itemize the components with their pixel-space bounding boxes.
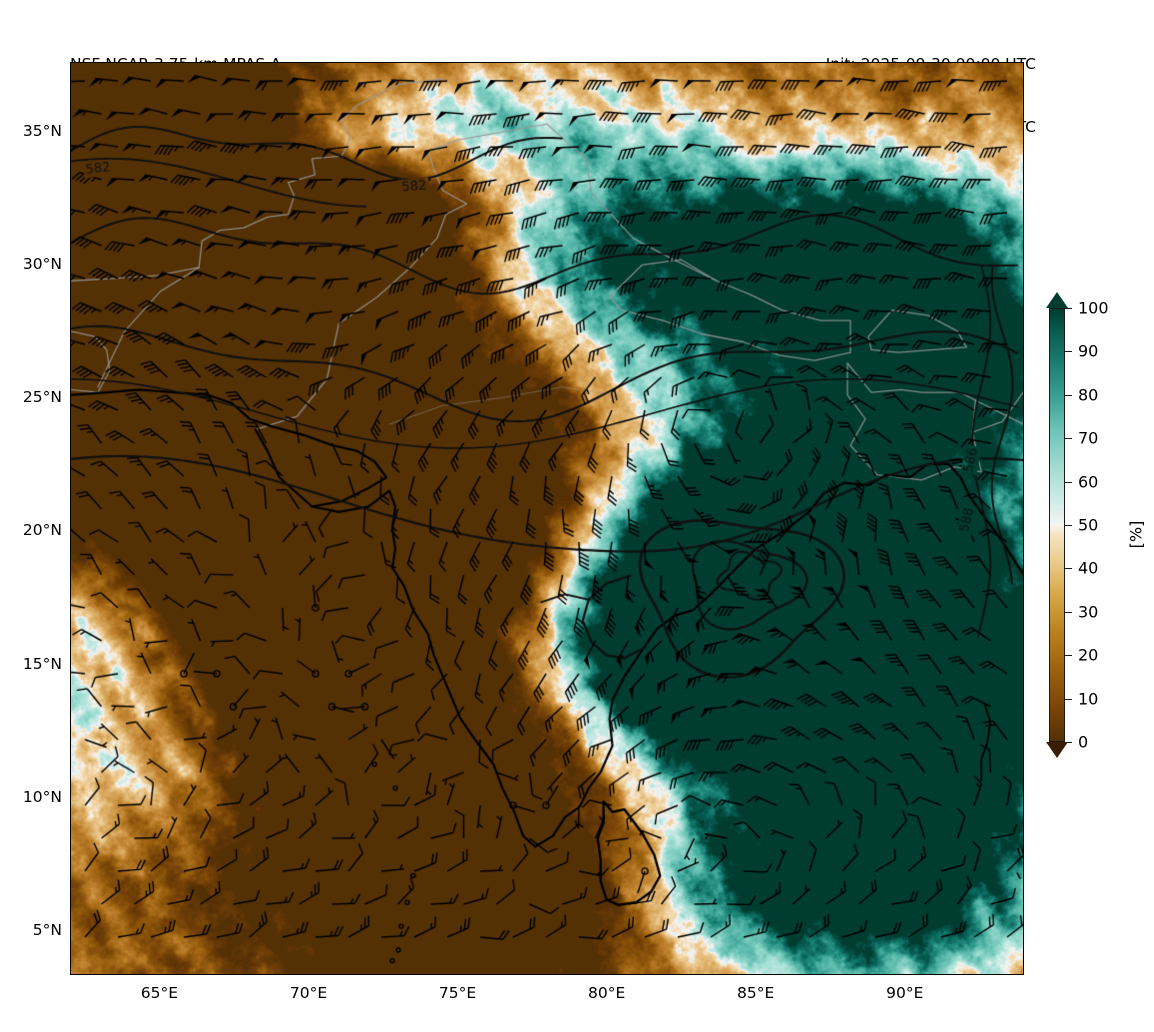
x-tick-label: 70°E [289, 984, 328, 1002]
colorbar-tick-mark [1065, 308, 1072, 309]
y-tick-label: 25°N [22, 388, 62, 407]
colorbar-tick-label: 10 [1078, 689, 1099, 709]
colorbar-extend-min-arrow [1046, 742, 1068, 758]
colorbar-tick-mark [1065, 481, 1072, 483]
y-tick-label: 10°N [22, 787, 62, 806]
colorbar-extend-max-arrow [1046, 292, 1068, 308]
contours-winds-coastlines-overlay [71, 63, 1023, 974]
x-tick-label: 80°E [587, 984, 626, 1002]
colorbar-tick-label: 90 [1078, 341, 1099, 361]
y-tick-label: 15°N [22, 654, 62, 673]
colorbar-unit-label: [%] [1126, 520, 1146, 549]
x-tick-label: 65°E [140, 984, 179, 1002]
colorbar-tick-mark [1065, 525, 1072, 526]
colorbar-tick-label: 50 [1078, 515, 1099, 535]
colorbar-tick-mark [1065, 351, 1072, 353]
x-tick-label: 75°E [438, 984, 477, 1002]
colorbar-tick-mark [1065, 742, 1072, 743]
colorbar[interactable]: 100 90 80 70 60 50 40 30 20 10 0 [1046, 292, 1109, 758]
colorbar-tick-label: 20 [1078, 645, 1099, 665]
colorbar-tick-label: 100 [1078, 298, 1109, 318]
colorbar-tick-label: 70 [1078, 428, 1099, 448]
y-tick-label: 5°N [32, 920, 62, 939]
colorbar-tick-label: 0 [1078, 732, 1089, 752]
colorbar-tick-mark [1065, 438, 1072, 440]
colorbar-tick-label: 30 [1078, 602, 1099, 622]
x-tick-label: 90°E [886, 984, 924, 1002]
colorbar-tick-mark [1065, 394, 1072, 396]
colorbar-tick-mark [1065, 568, 1072, 570]
map-plot-area[interactable] [70, 62, 1024, 975]
y-tick-label: 35°N [22, 122, 62, 141]
colorbar-gradient [1049, 308, 1065, 742]
colorbar-tick-label: 40 [1078, 558, 1099, 578]
colorbar-tick-label: 60 [1078, 472, 1099, 492]
colorbar-tick-mark [1065, 655, 1072, 657]
colorbar-tick-mark [1065, 611, 1072, 613]
x-tick-label: 85°E [737, 984, 775, 1002]
colorbar-tick-mark [1065, 698, 1072, 700]
y-tick-label: 20°N [22, 521, 62, 540]
colorbar-tick-label: 80 [1078, 385, 1099, 405]
y-tick-label: 30°N [22, 255, 62, 274]
